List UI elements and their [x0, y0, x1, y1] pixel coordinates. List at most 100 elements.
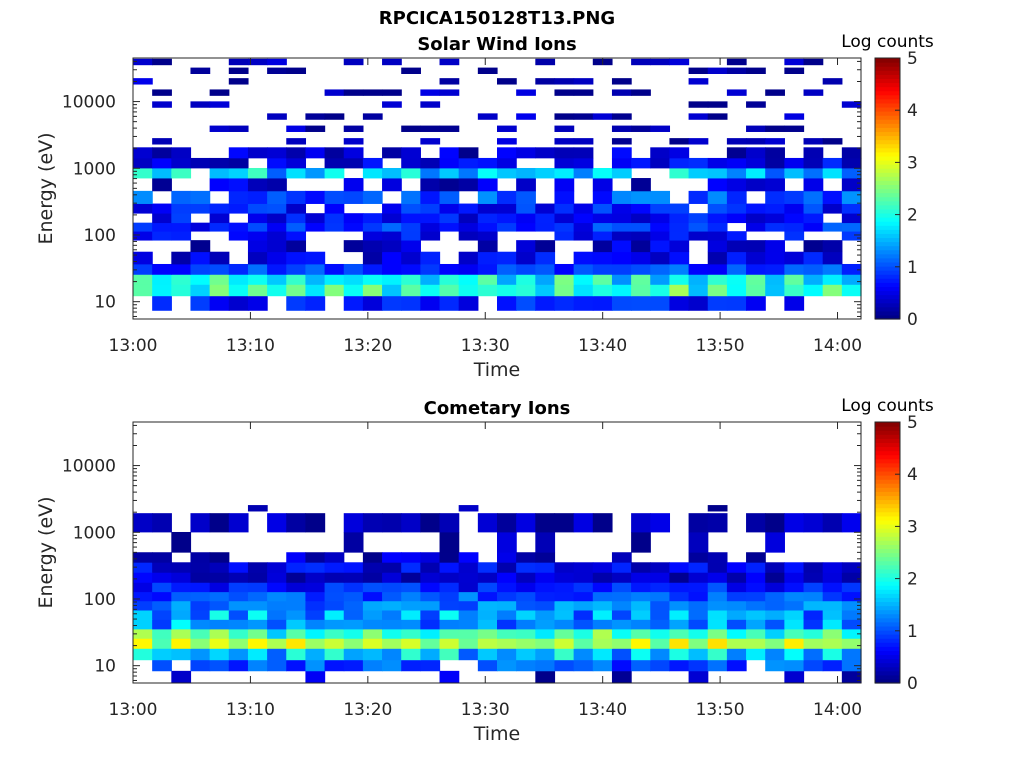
heatmap-cell — [841, 600, 862, 611]
x-tick-label: 13:10 — [226, 336, 275, 356]
colorbar-segment — [875, 82, 900, 88]
heatmap-cell — [477, 167, 498, 179]
heatmap-cell — [707, 274, 728, 285]
heatmap-cell — [841, 190, 862, 204]
heatmap-cell — [458, 231, 479, 241]
heatmap-cell — [516, 274, 536, 285]
y-tick-label: 10000 — [62, 93, 116, 113]
colorbar-segment — [875, 634, 900, 639]
heatmap-cell — [228, 562, 249, 573]
heatmap-cell — [305, 213, 326, 224]
heatmap-cell — [247, 240, 268, 253]
x-tick-label: 13:50 — [696, 700, 745, 720]
colorbar-segment — [875, 434, 900, 439]
heatmap-cell — [439, 167, 460, 179]
heatmap-cell — [841, 284, 862, 297]
heatmap-cell — [382, 572, 402, 583]
heatmap-cell — [286, 125, 307, 132]
heatmap-cell — [726, 190, 747, 204]
colorbar-segment — [875, 180, 900, 186]
heatmap-cell — [726, 295, 747, 311]
heatmap-cell — [247, 505, 268, 512]
heatmap-cell — [688, 190, 709, 204]
colorbar-segment — [875, 168, 900, 173]
colorbar-segment — [875, 503, 900, 509]
heatmap-cell — [554, 638, 575, 649]
heatmap-cell — [439, 619, 460, 630]
heatmap-cell — [765, 610, 785, 620]
heatmap-cell — [592, 222, 613, 232]
heatmap-cell — [554, 89, 575, 96]
heatmap-cell — [650, 190, 671, 204]
heatmap-cell — [171, 638, 192, 649]
heatmap-cell — [190, 619, 211, 630]
heatmap-cell — [688, 582, 709, 593]
heatmap-cell — [477, 157, 498, 169]
panel-1: 13:00 13:10 13:20 13:30 13:40 13:50 14:0010100… — [35, 396, 934, 745]
heatmap-cell — [228, 167, 249, 179]
heatmap-cell — [190, 600, 211, 611]
heatmap-cell — [611, 263, 632, 275]
heatmap-cell — [822, 562, 843, 573]
heatmap-cell — [420, 638, 441, 649]
figure-title: RPCICA150128T13.PNG — [379, 8, 615, 29]
heatmap-cell — [267, 203, 287, 214]
heatmap-cell — [497, 147, 517, 159]
heatmap-cell — [343, 274, 364, 285]
heatmap-cell — [497, 531, 517, 553]
heatmap-cell — [477, 203, 498, 214]
heatmap-cell — [190, 101, 211, 108]
heatmap-cell — [362, 240, 383, 253]
heatmap-cell — [803, 157, 824, 169]
heatmap-cell — [209, 284, 230, 297]
heatmap-cell — [401, 251, 421, 265]
heatmap-cell — [133, 610, 153, 620]
heatmap-cell — [343, 648, 364, 661]
heatmap-cell — [726, 147, 747, 159]
heatmap-cell — [688, 78, 709, 85]
heatmap-cell — [362, 167, 383, 179]
heatmap-cell — [190, 190, 211, 204]
heatmap-cell — [592, 582, 613, 593]
heatmap-cell — [554, 572, 575, 583]
heatmap-cell — [171, 284, 192, 297]
heatmap-cell — [841, 610, 862, 620]
colorbar-segment — [875, 475, 900, 480]
heatmap-cell — [267, 190, 287, 204]
colorbar-segment — [875, 257, 900, 263]
heatmap-cell — [611, 147, 632, 159]
heatmap-cell — [803, 222, 824, 232]
heatmap-cell — [401, 147, 421, 159]
heatmap-cell — [611, 222, 632, 232]
heatmap-cell — [439, 213, 460, 224]
heatmap-cell — [784, 670, 805, 684]
heatmap-cell — [267, 178, 287, 192]
heatmap-cell — [535, 213, 556, 224]
heatmap-cell — [267, 619, 287, 630]
heatmap-cell — [209, 167, 230, 179]
heatmap-cell — [152, 619, 172, 630]
colorbar-tick-label: 0 — [907, 674, 918, 694]
colorbar-segment — [875, 106, 900, 112]
heatmap-cell — [477, 572, 498, 583]
heatmap-cell — [746, 591, 766, 602]
heatmap-cell — [382, 178, 402, 192]
heatmap-cell — [420, 591, 441, 602]
heatmap-cell — [458, 552, 479, 563]
colorbar-segment — [875, 86, 900, 92]
heatmap-cell — [420, 89, 441, 96]
colorbar-tick-label: 5 — [907, 49, 918, 69]
heatmap-cell — [228, 178, 249, 192]
heatmap-cell — [765, 178, 785, 192]
heatmap-cell — [707, 113, 728, 120]
heatmap-cell — [171, 628, 192, 639]
heatmap-cell — [497, 251, 517, 265]
colorbar-segment — [875, 650, 900, 656]
heatmap-cell — [343, 531, 364, 553]
heatmap-cell — [362, 610, 383, 620]
heatmap-cell — [688, 628, 709, 639]
heatmap-cell — [477, 513, 498, 533]
heatmap-cell — [803, 58, 824, 66]
heatmap-cell — [458, 263, 479, 275]
heatmap-cell — [688, 610, 709, 620]
